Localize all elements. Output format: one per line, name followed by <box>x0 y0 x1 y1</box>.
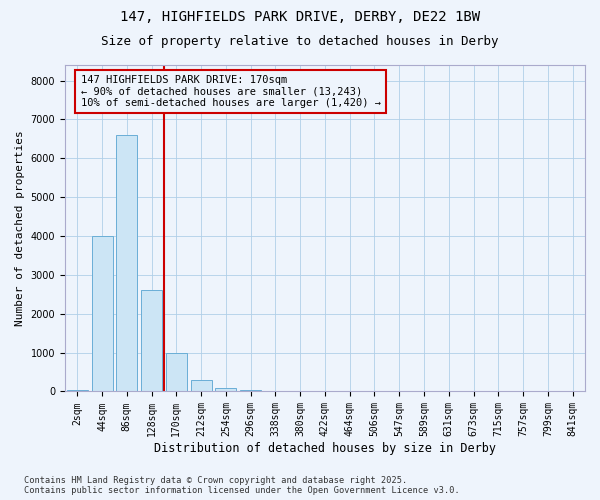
Bar <box>191 380 212 392</box>
Bar <box>116 135 137 392</box>
Bar <box>92 236 113 392</box>
Bar <box>67 390 88 392</box>
Text: Contains HM Land Registry data © Crown copyright and database right 2025.
Contai: Contains HM Land Registry data © Crown c… <box>24 476 460 495</box>
Text: 147, HIGHFIELDS PARK DRIVE, DERBY, DE22 1BW: 147, HIGHFIELDS PARK DRIVE, DERBY, DE22 … <box>120 10 480 24</box>
Bar <box>141 290 162 392</box>
Bar <box>240 390 261 392</box>
Y-axis label: Number of detached properties: Number of detached properties <box>15 130 25 326</box>
X-axis label: Distribution of detached houses by size in Derby: Distribution of detached houses by size … <box>154 442 496 455</box>
Bar <box>215 388 236 392</box>
Text: 147 HIGHFIELDS PARK DRIVE: 170sqm
← 90% of detached houses are smaller (13,243)
: 147 HIGHFIELDS PARK DRIVE: 170sqm ← 90% … <box>80 75 380 108</box>
Bar <box>166 352 187 392</box>
Text: Size of property relative to detached houses in Derby: Size of property relative to detached ho… <box>101 35 499 48</box>
